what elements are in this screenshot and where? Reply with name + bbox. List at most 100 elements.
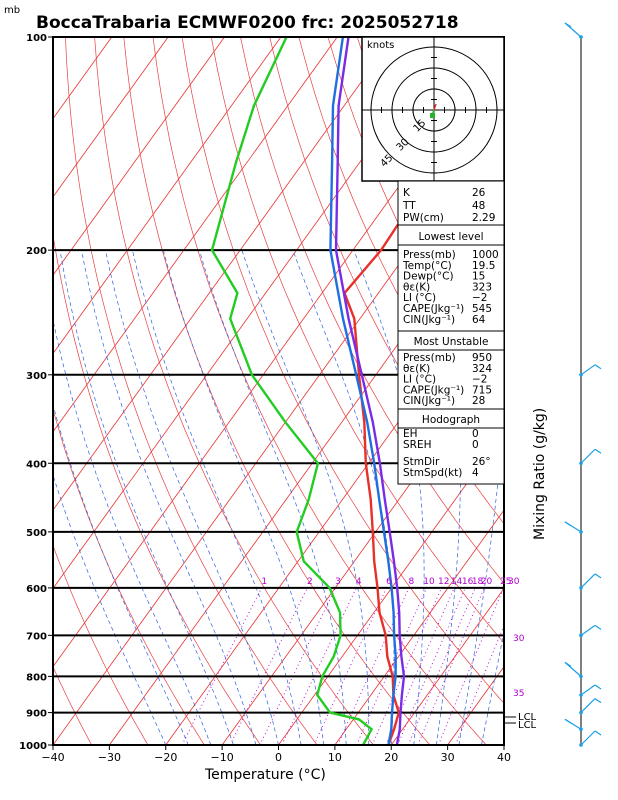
dry-adiabat-line bbox=[53, 408, 205, 745]
temperature-tick-label: −40 bbox=[41, 751, 64, 764]
mixing-ratio-label: 10 bbox=[423, 577, 435, 587]
mixing-ratio-line bbox=[313, 587, 388, 745]
hodograph-table-header: Hodograph bbox=[422, 414, 480, 426]
most-unstable-row-value: 715 bbox=[472, 384, 492, 396]
temperature-tick-label: −10 bbox=[211, 751, 234, 764]
dry-adiabat-line bbox=[591, 37, 618, 760]
hodograph-row-label: EH bbox=[403, 428, 418, 440]
pressure-unit-label: mb bbox=[4, 5, 20, 16]
temperature-tick-label: 30 bbox=[441, 751, 455, 764]
hodograph-row-label: StmSpd(kt) bbox=[403, 467, 462, 479]
temperature-tick-label: 20 bbox=[384, 751, 398, 764]
hodograph-row-label: StmDir bbox=[403, 456, 440, 468]
temperature-tick-label: 10 bbox=[328, 751, 342, 764]
pressure-tick-label: 100 bbox=[26, 33, 47, 44]
indices-box bbox=[397, 180, 505, 226]
mixing-ratio-line bbox=[371, 587, 442, 745]
wind-barb-flag bbox=[594, 364, 602, 370]
wind-barb-flag bbox=[594, 573, 602, 579]
isotherm-line bbox=[53, 37, 338, 433]
lowest-level-header: Lowest level bbox=[418, 231, 483, 243]
dry-adiabat-line bbox=[181, 37, 504, 704]
mixing-ratio-label: 18 bbox=[472, 577, 484, 587]
lcl-label-2: LCL bbox=[518, 720, 537, 731]
mixing-ratio-label: 25 bbox=[500, 577, 511, 587]
wind-barb-flag bbox=[594, 698, 602, 704]
lowest-level-row-label: Dewp(°C) bbox=[403, 271, 454, 283]
wind-barb-staff bbox=[580, 730, 596, 746]
dry-adiabat-line bbox=[152, 37, 487, 745]
mixing-ratio-line bbox=[356, 587, 428, 745]
wind-barb-flag bbox=[564, 521, 572, 527]
hodograph-unit-label: knots bbox=[367, 40, 394, 51]
index-label-tt: TT bbox=[402, 200, 416, 212]
temperature-tick-label: 0 bbox=[275, 751, 282, 764]
mixing-ratio-label: 16 bbox=[462, 577, 474, 587]
isotherm-line bbox=[53, 37, 394, 511]
mixing-ratio-label: 2 bbox=[307, 577, 313, 587]
isotherm-line bbox=[109, 196, 504, 745]
background-grid bbox=[53, 37, 618, 760]
pressure-tick-label: 500 bbox=[26, 528, 47, 539]
dry-adiabat-line bbox=[53, 544, 149, 745]
hodograph-row-value: 4 bbox=[472, 467, 479, 479]
most-unstable-row-label: CAPE(Jkg⁻¹) bbox=[403, 384, 464, 396]
most-unstable-header: Most Unstable bbox=[414, 336, 489, 348]
index-value-tt: 48 bbox=[472, 200, 485, 212]
profile-lines bbox=[210, 37, 504, 745]
hodograph-storm-motion bbox=[433, 103, 437, 111]
pressure-tick-label: 600 bbox=[26, 584, 47, 595]
lowest-level-row-value: −2 bbox=[472, 292, 487, 304]
dry-adiabat-line bbox=[502, 37, 504, 40]
most-unstable-row-label: LI (°C) bbox=[403, 374, 436, 386]
hodograph-row-value: 0 bbox=[472, 428, 479, 440]
index-label-pw: PW(cm) bbox=[403, 212, 444, 224]
mixing-ratio-label: 4 bbox=[356, 577, 362, 587]
moist-adiabat-line bbox=[503, 743, 504, 745]
isotherm-line bbox=[390, 587, 504, 745]
pressure-tick-label: 400 bbox=[26, 459, 47, 470]
hodograph-table-box bbox=[397, 408, 505, 485]
wind-barb-flag bbox=[564, 661, 572, 667]
wind-barb-staff bbox=[580, 573, 596, 589]
dry-adiabat-line bbox=[65, 37, 318, 745]
mixing-ratio-label: 20 bbox=[481, 577, 493, 587]
mixing-ratio-label: 12 bbox=[438, 577, 449, 587]
dry-adiabat-line bbox=[53, 665, 92, 745]
lowest-level-row-label: Press(mb) bbox=[403, 249, 456, 261]
wind-barb-staff bbox=[580, 698, 596, 714]
most-unstable-row-value: 324 bbox=[472, 363, 492, 375]
mixing-ratio-label: 1 bbox=[261, 577, 267, 587]
series-line-parcel bbox=[329, 37, 397, 745]
wind-barb-flag bbox=[594, 730, 602, 736]
most-unstable-row-value: 28 bbox=[472, 395, 485, 407]
series-line-parcel-virtual- bbox=[334, 37, 406, 745]
wind-barb-staff bbox=[580, 448, 596, 464]
most-unstable-row-value: 950 bbox=[472, 352, 492, 364]
lowest-level-row-label: CIN(Jkg⁻¹) bbox=[403, 314, 455, 326]
dry-adiabat-label-35: 35 bbox=[513, 689, 524, 699]
wind-barb-staff bbox=[580, 684, 596, 696]
wind-barb-flag bbox=[564, 718, 572, 724]
moist-adiabat-line bbox=[105, 250, 279, 745]
lowest-level-row-value: 323 bbox=[472, 281, 492, 293]
moist-adiabat-line bbox=[53, 474, 167, 745]
mixing-ratio-label: 8 bbox=[408, 577, 414, 587]
isotherm-line bbox=[278, 431, 504, 745]
moist-adiabat-line bbox=[198, 249, 347, 745]
mixing-ratio-line bbox=[259, 587, 336, 745]
isotherm-line bbox=[53, 37, 225, 276]
hodograph-row-value: 0 bbox=[472, 439, 479, 451]
hodograph: knots 15 30 45 bbox=[361, 36, 505, 182]
pressure-tick-label: 900 bbox=[26, 709, 47, 720]
hodograph-row-value: 26° bbox=[472, 456, 491, 468]
lowest-level-row-label: LI (°C) bbox=[403, 292, 436, 304]
lowest-level-row-label: CAPE(Jkg⁻¹) bbox=[403, 303, 464, 315]
dry-adiabat-line bbox=[269, 37, 504, 525]
wind-barb-flag bbox=[594, 684, 602, 690]
index-value-k: 26 bbox=[472, 187, 486, 199]
lowest-level-row-value: 19.5 bbox=[472, 260, 495, 272]
lowest-level-row-value: 15 bbox=[472, 271, 485, 283]
pressure-tick-label: 800 bbox=[26, 672, 47, 683]
most-unstable-row-label: θε(K) bbox=[403, 363, 430, 375]
